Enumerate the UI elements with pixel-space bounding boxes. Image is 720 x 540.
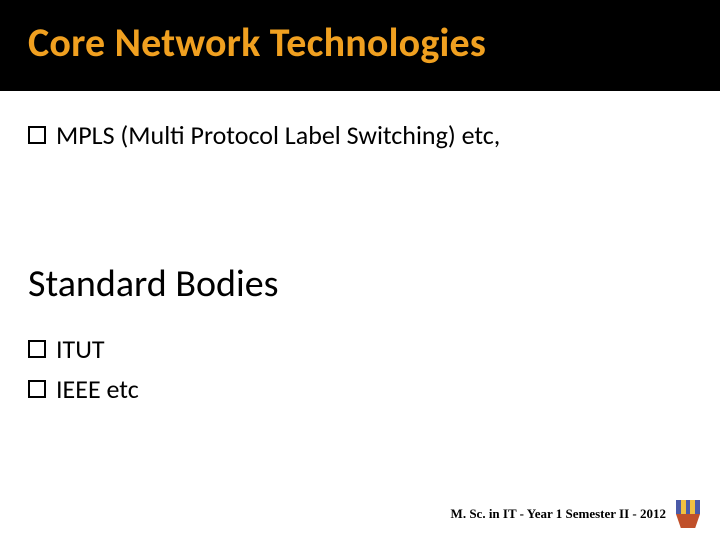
footer-logo-icon — [676, 500, 700, 528]
bullet-text: MPLS (Multi Protocol Label Switching) et… — [56, 119, 500, 151]
bullet-square-icon — [28, 380, 46, 398]
slide-content: MPLS (Multi Protocol Label Switching) et… — [0, 91, 720, 405]
footer-text: M. Sc. in IT - Year 1 Semester II - 2012 — [451, 506, 666, 522]
bullet-text: IEEE etc — [56, 373, 139, 405]
bullet-item: ITUT — [28, 333, 720, 365]
subheading: Standard Bodies — [28, 261, 720, 307]
bullet-text: ITUT — [56, 333, 105, 365]
bullet-square-icon — [28, 126, 46, 144]
bullet-item: IEEE etc — [28, 373, 720, 405]
logo-stripes — [676, 500, 700, 514]
bullet-item: MPLS (Multi Protocol Label Switching) et… — [28, 119, 720, 151]
logo-base — [676, 514, 700, 528]
bullet-square-icon — [28, 340, 46, 358]
slide-footer: M. Sc. in IT - Year 1 Semester II - 2012 — [451, 500, 700, 528]
logo-stripe — [695, 500, 700, 514]
title-bar: Core Network Technologies — [0, 0, 720, 91]
slide-title: Core Network Technologies — [28, 18, 720, 67]
